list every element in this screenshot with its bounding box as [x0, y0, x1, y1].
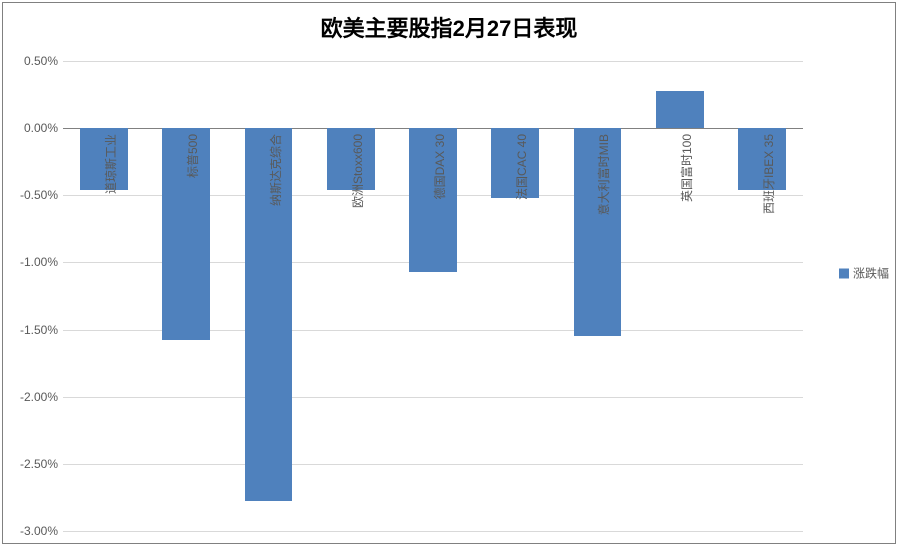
y-tick-label: 0.50%	[3, 54, 58, 68]
y-tick-label: -2.00%	[3, 390, 58, 404]
gridline	[63, 397, 803, 398]
gridline	[63, 61, 803, 62]
y-tick-label: -1.00%	[3, 255, 58, 269]
y-tick-label: 0.00%	[3, 121, 58, 135]
y-tick-label: -2.50%	[3, 457, 58, 471]
plot-area: 道琼斯工业 标普500 纳斯达克综合 欧洲Stoxx600 德国DAX 30 法国CAC …	[63, 61, 803, 531]
x-tick-label: 道琼斯工业	[102, 134, 119, 294]
chart-title: 欧美主要股指2月27日表现	[3, 11, 895, 43]
y-tick-label: -1.50%	[3, 323, 58, 337]
legend-swatch	[839, 268, 849, 278]
bar	[656, 91, 704, 129]
x-tick-label: 纳斯达克综合	[267, 134, 284, 294]
legend-label: 涨跌幅	[853, 265, 889, 282]
y-tick-label: -3.00%	[3, 524, 58, 538]
x-tick-label: 法国CAC 40	[513, 134, 530, 294]
legend: 涨跌幅	[839, 265, 889, 282]
x-tick-label: 西班牙IBEX 35	[760, 134, 777, 294]
x-tick-label: 标普500	[184, 134, 201, 294]
y-tick-label: -0.50%	[3, 188, 58, 202]
gridline	[63, 464, 803, 465]
x-tick-label: 意大利富时MIB	[595, 134, 612, 294]
x-tick-label: 欧洲Stoxx600	[349, 134, 366, 294]
gridline	[63, 531, 803, 532]
x-tick-label: 英国富时100	[678, 134, 695, 294]
x-tick-label: 德国DAX 30	[431, 134, 448, 294]
chart-frame: 欧美主要股指2月27日表现 道琼斯工业 标普500 纳斯达克综合 欧洲Stoxx600…	[2, 2, 896, 544]
